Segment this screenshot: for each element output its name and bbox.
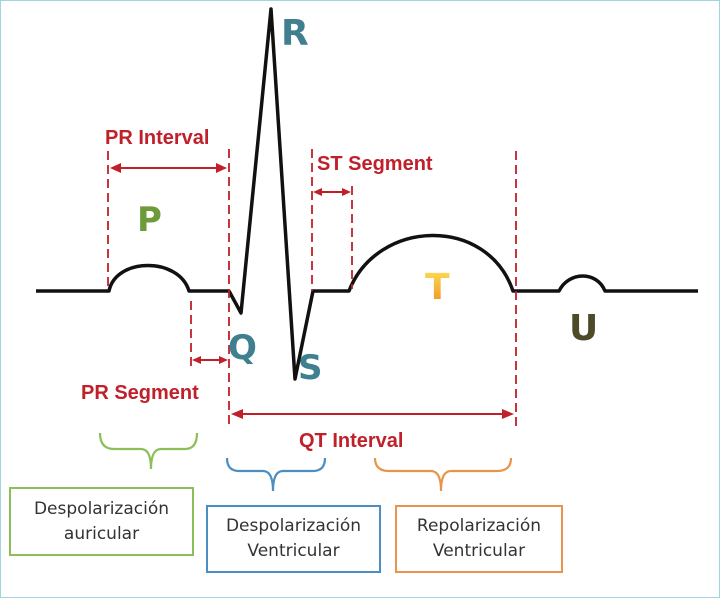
atrial-depolarization-line1: Despolarización (33, 498, 170, 519)
ventricular-repol-bracket (373, 457, 513, 492)
interval-arrows (110, 163, 514, 419)
atrial-depolarization-box: Despolarización auricular (9, 487, 194, 556)
st-segment-label: ST Segment (317, 153, 433, 175)
ventricular-depol-bracket (225, 457, 327, 492)
ventricular-depolarization-line1: Despolarización (225, 516, 362, 536)
r-wave-label: R (281, 13, 309, 54)
interval-dashed-lines (107, 149, 517, 427)
u-wave-label: U (569, 308, 598, 349)
atrial-depolarization-line2: auricular (63, 523, 140, 544)
qt-interval-label: QT Interval (299, 430, 403, 452)
ventricular-depolarization-line2: Ventricular (247, 541, 340, 561)
q-wave-label: Q (228, 328, 257, 368)
ventricular-repolarization-line1: Repolarización (416, 516, 542, 536)
ventricular-repolarization-box: Repolarización Ventricular (395, 505, 563, 573)
ventricular-depolarization-box: Despolarización Ventricular (206, 505, 381, 573)
pr-segment-label: PR Segment (81, 382, 199, 404)
t-wave-label: T (425, 267, 450, 308)
pr-interval-label: PR Interval (105, 127, 209, 149)
ventricular-repolarization-line2: Ventricular (432, 541, 526, 561)
atrial-bracket (98, 432, 199, 470)
ecg-trace (36, 7, 698, 381)
p-wave-label: P (137, 200, 162, 240)
s-wave-label: S (298, 348, 323, 388)
